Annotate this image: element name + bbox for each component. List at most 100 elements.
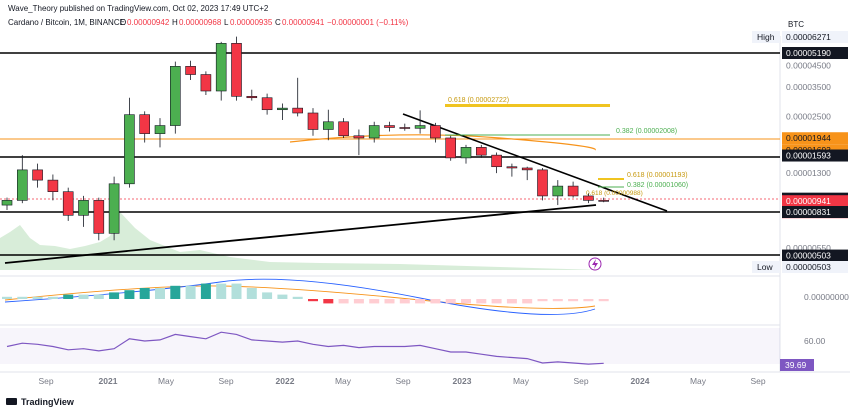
price-tag-0.00004500: 0.00004500 bbox=[786, 60, 831, 70]
candle-2022-01 bbox=[292, 77, 304, 117]
candle-2023-02 bbox=[491, 152, 502, 174]
macd-bar bbox=[476, 299, 487, 304]
candle-body bbox=[246, 96, 258, 99]
volume-area bbox=[0, 212, 600, 270]
ohlc-c-label: C bbox=[275, 18, 281, 27]
price-tag-bg bbox=[782, 249, 848, 262]
price-axis[interactable]: High 0.00006271 0.00005190 0.00004500 0.0000… bbox=[752, 31, 848, 273]
price-tag-label: High bbox=[757, 32, 775, 42]
macd-bar bbox=[277, 294, 288, 299]
candle-2022-12 bbox=[460, 144, 472, 164]
macd-bar bbox=[308, 299, 318, 302]
macd-bar bbox=[139, 288, 150, 299]
candle-body bbox=[170, 66, 181, 126]
candle-2022-08 bbox=[399, 123, 411, 131]
price-tag-0.00002500: 0.00002500 bbox=[786, 111, 831, 121]
ohlc-c-value: 0.00000941 bbox=[282, 18, 325, 27]
candle-body bbox=[47, 179, 59, 192]
fib-label-0618-upper: 0.618 (0.00002722) bbox=[448, 97, 509, 104]
macd-signal-line bbox=[4, 285, 596, 309]
macd-bar bbox=[63, 294, 74, 299]
candle-body bbox=[32, 169, 43, 181]
candle-body bbox=[124, 114, 135, 185]
macd-pane bbox=[2, 278, 609, 315]
macd-bar bbox=[430, 299, 441, 304]
macd-bar bbox=[93, 294, 104, 299]
candle-2022-07 bbox=[384, 121, 395, 132]
macd-bar bbox=[399, 299, 410, 304]
tv-logo-text: TradingView bbox=[21, 397, 75, 407]
ema-curve-00001693 bbox=[289, 134, 596, 151]
lightning-alert-icon[interactable] bbox=[588, 257, 602, 271]
macd-bar bbox=[32, 296, 43, 299]
candle-body bbox=[567, 185, 579, 197]
ohlc-l-label: L bbox=[224, 18, 229, 27]
candle-2023-04 bbox=[521, 166, 533, 181]
time-tick-sep: Sep bbox=[395, 376, 410, 386]
candle-2022-05 bbox=[353, 129, 365, 156]
price-tag-value: 0.00001300 bbox=[786, 168, 831, 178]
descending-trendline bbox=[402, 113, 668, 212]
rsi-axis-label: 60.00 bbox=[804, 336, 826, 346]
macd-bar bbox=[445, 299, 456, 304]
candle-body bbox=[307, 112, 319, 130]
price-tag-value: 0.00000941 bbox=[786, 196, 831, 206]
price-tag-bg bbox=[782, 206, 848, 218]
macd-bar bbox=[323, 299, 334, 304]
price-tag-0.00001300: 0.00001300 bbox=[786, 168, 831, 178]
candle-body bbox=[215, 43, 227, 92]
candle-2020-06 bbox=[1, 197, 13, 211]
candle-2022-06 bbox=[368, 121, 380, 143]
fib-label-0618-bottom: 0.618 (0.00000988) bbox=[586, 190, 643, 197]
tradingview-logo[interactable]: TradingView bbox=[6, 397, 75, 407]
macd-bar bbox=[384, 299, 395, 304]
candle-body bbox=[353, 135, 365, 139]
rsi-current-tag bbox=[780, 359, 814, 371]
candle-body bbox=[292, 107, 304, 114]
price-tag-0.00001944: 0.00001944 bbox=[782, 132, 848, 145]
time-tick-sep: Sep bbox=[750, 376, 765, 386]
candle-body bbox=[62, 191, 74, 216]
macd-bar bbox=[369, 299, 380, 304]
candles-group bbox=[1, 36, 610, 241]
rsi-current-value: 39.69 bbox=[785, 360, 807, 370]
candle-body bbox=[277, 107, 288, 111]
time-tick-2024: 2024 bbox=[631, 376, 650, 386]
publisher-line: Wave_Theory published on TradingView.com… bbox=[8, 4, 269, 13]
candle-body bbox=[598, 200, 610, 202]
candle-body bbox=[322, 121, 334, 130]
candle-2020-11 bbox=[78, 195, 89, 227]
ohlc-l-value: 0.00000935 bbox=[230, 18, 273, 27]
ohlc-h-label: H bbox=[172, 18, 178, 27]
time-axis[interactable]: Sep 2021 May Sep 2022 May Sep 2023 May Sep 2024 May… bbox=[38, 376, 765, 386]
macd-bar bbox=[338, 299, 349, 304]
price-tag-bg bbox=[782, 261, 848, 273]
candle-2021-07 bbox=[200, 71, 212, 95]
price-tag-label-bg bbox=[752, 31, 780, 43]
candle-2022-03 bbox=[322, 109, 334, 141]
price-tag-0.00003500: 0.00003500 bbox=[786, 82, 831, 92]
price-tag-value: 0.00000831 bbox=[786, 207, 831, 217]
candle-2023-05 bbox=[537, 167, 548, 201]
candle-body bbox=[521, 167, 533, 171]
price-tag-value: 0.00001593 bbox=[786, 151, 831, 161]
fib-label-0382-lower: 0.382 (0.00001060) bbox=[627, 182, 688, 189]
candle-body bbox=[430, 125, 441, 139]
macd-bar bbox=[78, 294, 89, 299]
candle-body bbox=[491, 154, 502, 168]
candle-body bbox=[231, 43, 242, 97]
macd-bar bbox=[155, 288, 165, 299]
candle-body bbox=[200, 74, 212, 92]
time-tick-2022: 2022 bbox=[276, 376, 295, 386]
price-tag-label-bg bbox=[752, 261, 780, 273]
price-tag-value: 0.00000503 bbox=[786, 262, 831, 272]
macd-bar bbox=[200, 283, 211, 299]
price-tag-value: 0.00002500 bbox=[786, 111, 831, 121]
ohlc-o-value: 0.00000942 bbox=[127, 18, 170, 27]
candle-body bbox=[384, 125, 395, 128]
price-tag-value: 0.00000550 bbox=[786, 243, 831, 253]
macd-bar bbox=[598, 299, 609, 302]
macd-bar bbox=[506, 299, 517, 304]
